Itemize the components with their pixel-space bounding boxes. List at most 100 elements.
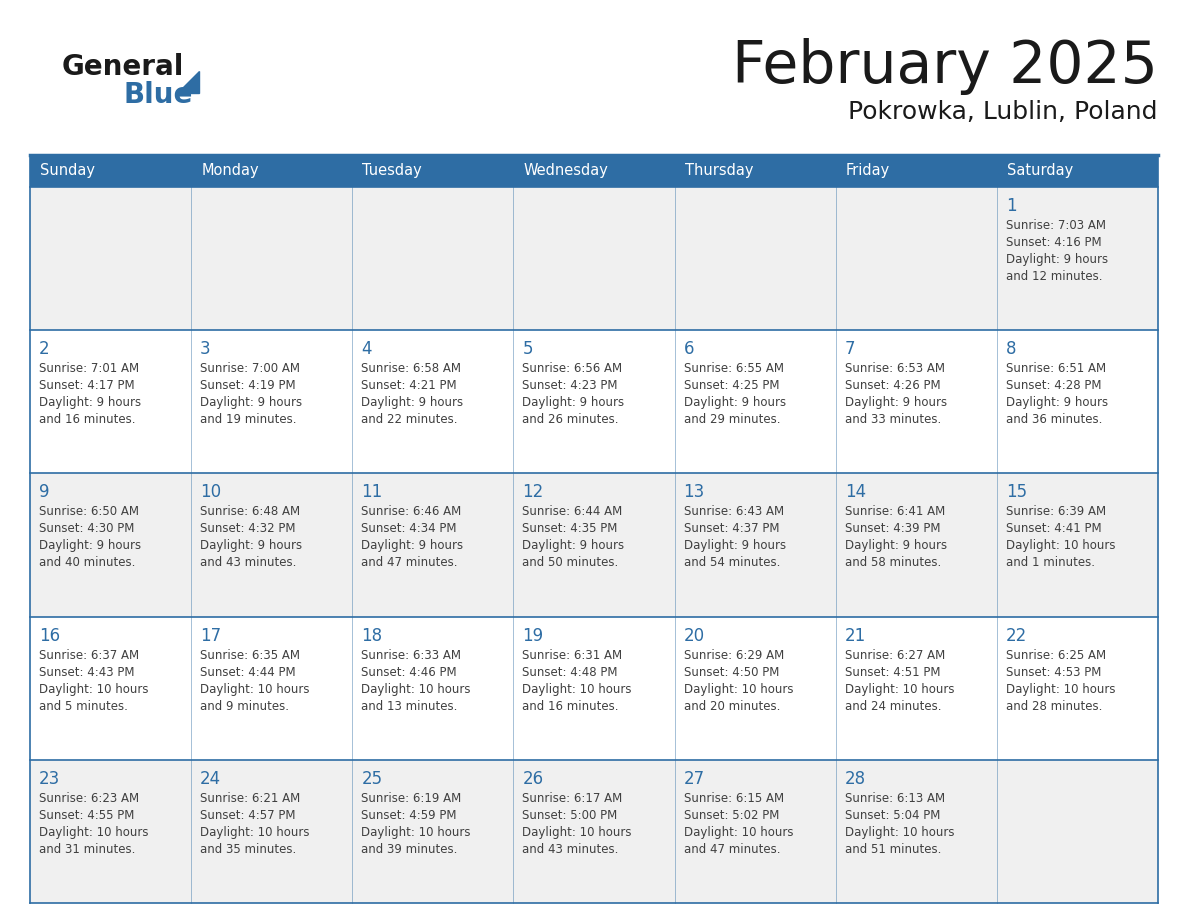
Text: Tuesday: Tuesday xyxy=(362,163,422,178)
Text: Sunset: 4:41 PM: Sunset: 4:41 PM xyxy=(1006,522,1101,535)
Text: Sunrise: 6:56 AM: Sunrise: 6:56 AM xyxy=(523,363,623,375)
Text: and 47 minutes.: and 47 minutes. xyxy=(683,843,781,856)
Text: 9: 9 xyxy=(39,484,50,501)
Text: Daylight: 9 hours: Daylight: 9 hours xyxy=(39,540,141,553)
Text: Sunrise: 6:48 AM: Sunrise: 6:48 AM xyxy=(200,506,301,519)
Text: Sunrise: 6:37 AM: Sunrise: 6:37 AM xyxy=(39,649,139,662)
Text: and 1 minutes.: and 1 minutes. xyxy=(1006,556,1095,569)
Text: and 22 minutes.: and 22 minutes. xyxy=(361,413,457,426)
Text: and 35 minutes.: and 35 minutes. xyxy=(200,843,296,856)
Text: Sunrise: 6:51 AM: Sunrise: 6:51 AM xyxy=(1006,363,1106,375)
Text: 3: 3 xyxy=(200,341,210,358)
Text: 24: 24 xyxy=(200,770,221,788)
Text: Sunrise: 6:55 AM: Sunrise: 6:55 AM xyxy=(683,363,784,375)
Text: Blue: Blue xyxy=(124,81,194,109)
Text: Sunset: 4:43 PM: Sunset: 4:43 PM xyxy=(39,666,134,678)
Text: and 19 minutes.: and 19 minutes. xyxy=(200,413,297,426)
Text: and 43 minutes.: and 43 minutes. xyxy=(200,556,297,569)
Text: Daylight: 9 hours: Daylight: 9 hours xyxy=(361,540,463,553)
Text: 25: 25 xyxy=(361,770,383,788)
Bar xyxy=(30,187,1158,330)
Text: Thursday: Thursday xyxy=(684,163,753,178)
Bar xyxy=(30,155,1158,187)
Text: Sunrise: 7:01 AM: Sunrise: 7:01 AM xyxy=(39,363,139,375)
Text: Sunset: 4:46 PM: Sunset: 4:46 PM xyxy=(361,666,457,678)
Text: Sunset: 4:59 PM: Sunset: 4:59 PM xyxy=(361,809,456,822)
Text: Sunrise: 6:21 AM: Sunrise: 6:21 AM xyxy=(200,792,301,805)
Text: and 33 minutes.: and 33 minutes. xyxy=(845,413,941,426)
Bar xyxy=(30,760,1158,903)
Text: and 16 minutes.: and 16 minutes. xyxy=(39,413,135,426)
Text: Sunrise: 6:19 AM: Sunrise: 6:19 AM xyxy=(361,792,461,805)
Text: Daylight: 10 hours: Daylight: 10 hours xyxy=(361,826,470,839)
Text: Sunrise: 6:44 AM: Sunrise: 6:44 AM xyxy=(523,506,623,519)
Text: Saturday: Saturday xyxy=(1007,163,1073,178)
Text: Sunset: 4:55 PM: Sunset: 4:55 PM xyxy=(39,809,134,822)
Text: Daylight: 10 hours: Daylight: 10 hours xyxy=(683,683,794,696)
Text: Sunset: 4:37 PM: Sunset: 4:37 PM xyxy=(683,522,779,535)
Text: and 28 minutes.: and 28 minutes. xyxy=(1006,700,1102,712)
Text: Daylight: 10 hours: Daylight: 10 hours xyxy=(39,683,148,696)
Text: Sunrise: 6:31 AM: Sunrise: 6:31 AM xyxy=(523,649,623,662)
Text: Sunset: 4:26 PM: Sunset: 4:26 PM xyxy=(845,379,941,392)
Text: Daylight: 9 hours: Daylight: 9 hours xyxy=(39,397,141,409)
Text: Sunrise: 7:03 AM: Sunrise: 7:03 AM xyxy=(1006,219,1106,232)
Text: Monday: Monday xyxy=(201,163,259,178)
Text: 20: 20 xyxy=(683,627,704,644)
Text: Daylight: 9 hours: Daylight: 9 hours xyxy=(1006,253,1108,266)
Text: General: General xyxy=(62,53,184,81)
Text: Sunset: 4:23 PM: Sunset: 4:23 PM xyxy=(523,379,618,392)
Text: Daylight: 9 hours: Daylight: 9 hours xyxy=(683,397,785,409)
Text: and 43 minutes.: and 43 minutes. xyxy=(523,843,619,856)
Text: Sunset: 4:44 PM: Sunset: 4:44 PM xyxy=(200,666,296,678)
Bar xyxy=(30,330,1158,474)
Text: 10: 10 xyxy=(200,484,221,501)
Text: Sunset: 4:35 PM: Sunset: 4:35 PM xyxy=(523,522,618,535)
Text: Sunrise: 6:58 AM: Sunrise: 6:58 AM xyxy=(361,363,461,375)
Text: Sunset: 4:32 PM: Sunset: 4:32 PM xyxy=(200,522,296,535)
Text: 11: 11 xyxy=(361,484,383,501)
Text: Daylight: 10 hours: Daylight: 10 hours xyxy=(523,683,632,696)
Text: Sunset: 4:48 PM: Sunset: 4:48 PM xyxy=(523,666,618,678)
Text: Sunrise: 6:50 AM: Sunrise: 6:50 AM xyxy=(39,506,139,519)
Text: and 20 minutes.: and 20 minutes. xyxy=(683,700,781,712)
Text: and 51 minutes.: and 51 minutes. xyxy=(845,843,941,856)
Text: Sunset: 4:28 PM: Sunset: 4:28 PM xyxy=(1006,379,1101,392)
Polygon shape xyxy=(177,71,200,93)
Text: 2: 2 xyxy=(39,341,50,358)
Text: 5: 5 xyxy=(523,341,533,358)
Text: Sunrise: 6:17 AM: Sunrise: 6:17 AM xyxy=(523,792,623,805)
Text: and 31 minutes.: and 31 minutes. xyxy=(39,843,135,856)
Text: 28: 28 xyxy=(845,770,866,788)
Text: 12: 12 xyxy=(523,484,544,501)
Text: and 24 minutes.: and 24 minutes. xyxy=(845,700,941,712)
Text: 6: 6 xyxy=(683,341,694,358)
Text: and 5 minutes.: and 5 minutes. xyxy=(39,700,128,712)
Text: 19: 19 xyxy=(523,627,544,644)
Text: Sunrise: 6:43 AM: Sunrise: 6:43 AM xyxy=(683,506,784,519)
Text: and 16 minutes.: and 16 minutes. xyxy=(523,700,619,712)
Text: Daylight: 10 hours: Daylight: 10 hours xyxy=(845,683,954,696)
Text: Daylight: 10 hours: Daylight: 10 hours xyxy=(361,683,470,696)
Text: Daylight: 10 hours: Daylight: 10 hours xyxy=(200,826,310,839)
Text: 8: 8 xyxy=(1006,341,1017,358)
Text: 23: 23 xyxy=(39,770,61,788)
Text: Sunrise: 6:27 AM: Sunrise: 6:27 AM xyxy=(845,649,944,662)
Text: Sunrise: 6:13 AM: Sunrise: 6:13 AM xyxy=(845,792,944,805)
Text: 27: 27 xyxy=(683,770,704,788)
Text: and 26 minutes.: and 26 minutes. xyxy=(523,413,619,426)
Text: Sunrise: 6:41 AM: Sunrise: 6:41 AM xyxy=(845,506,944,519)
Text: and 47 minutes.: and 47 minutes. xyxy=(361,556,457,569)
Text: Daylight: 9 hours: Daylight: 9 hours xyxy=(845,397,947,409)
Text: Sunset: 4:16 PM: Sunset: 4:16 PM xyxy=(1006,236,1101,249)
Bar xyxy=(30,617,1158,760)
Text: Sunset: 4:34 PM: Sunset: 4:34 PM xyxy=(361,522,456,535)
Text: 22: 22 xyxy=(1006,627,1028,644)
Text: Daylight: 10 hours: Daylight: 10 hours xyxy=(845,826,954,839)
Text: Sunset: 5:00 PM: Sunset: 5:00 PM xyxy=(523,809,618,822)
Text: Sunset: 4:21 PM: Sunset: 4:21 PM xyxy=(361,379,457,392)
Text: 7: 7 xyxy=(845,341,855,358)
Text: Sunset: 4:39 PM: Sunset: 4:39 PM xyxy=(845,522,940,535)
Text: Sunrise: 6:15 AM: Sunrise: 6:15 AM xyxy=(683,792,784,805)
Text: and 54 minutes.: and 54 minutes. xyxy=(683,556,781,569)
